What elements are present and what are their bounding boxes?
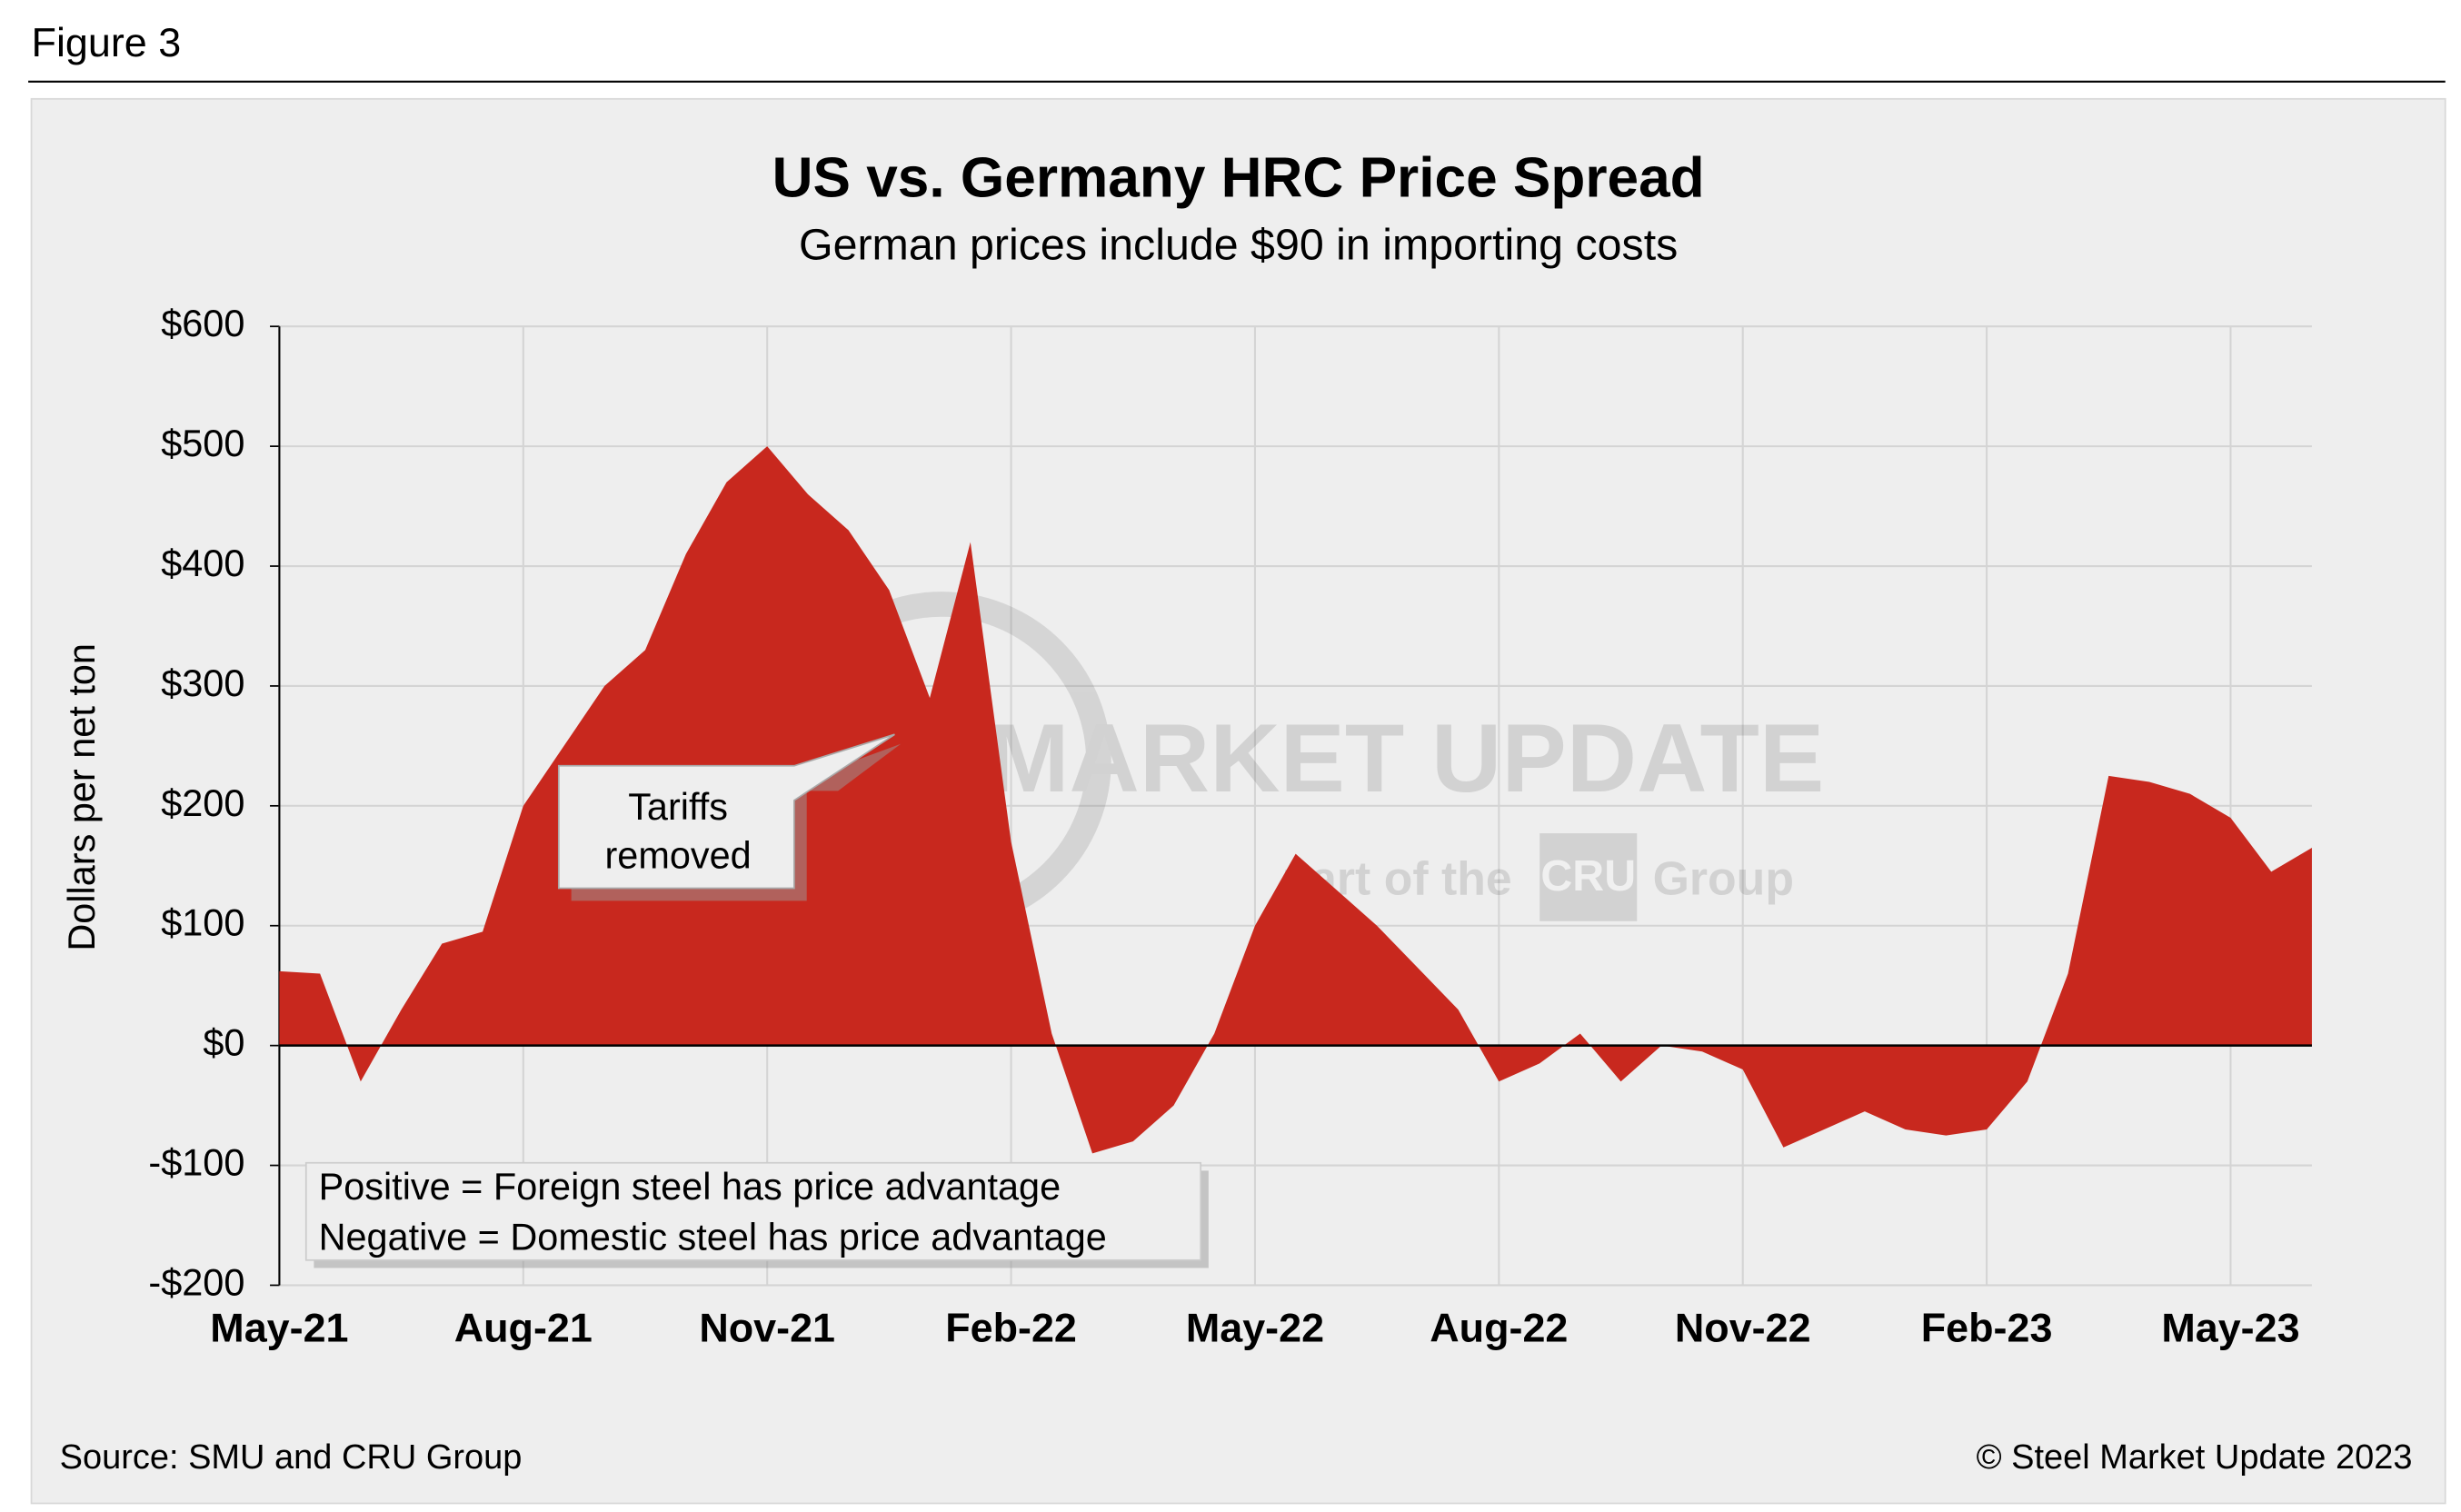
annotation-text: Tariffs (628, 785, 728, 828)
notes-box (304, 1161, 1202, 1261)
y-tick-label: $300 (161, 662, 244, 704)
source: Source: SMU and CRU Group (60, 1438, 523, 1477)
x-tick-label: Nov-21 (699, 1304, 835, 1350)
plot (279, 446, 2312, 1154)
x-tick-label: Feb-23 (1921, 1304, 2053, 1350)
y-axis-label: Dollars per net ton (60, 643, 103, 951)
note: Positive = Foreign steel has price advan… (319, 1165, 1061, 1208)
x-tick-label: May-23 (2161, 1304, 2299, 1350)
y-tick-label: $500 (161, 422, 244, 464)
annotation-text: removed (604, 834, 751, 877)
y-tick-label: $0 (203, 1021, 244, 1064)
x-tick-label: May-22 (1186, 1304, 1324, 1350)
notes: Positive = Foreign steel has price advan… (304, 1161, 1209, 1268)
figure-label: Figure 3 (32, 19, 182, 65)
chart-title: US vs. Germany HRC Price Spread (772, 147, 1705, 210)
note: Negative = Domestic steel has price adva… (319, 1215, 1107, 1258)
x-tick-label: Aug-22 (1430, 1304, 1568, 1350)
chart-panel (30, 97, 2446, 1505)
y-tick-label: $600 (161, 302, 244, 344)
y-tick-label: $100 (161, 901, 244, 944)
x-tick-label: Nov-22 (1675, 1304, 1811, 1350)
area (279, 446, 2312, 1154)
annotation-box (557, 733, 895, 890)
x-tick-label: Feb-22 (945, 1304, 1077, 1350)
y-tick-label: -$200 (148, 1260, 244, 1303)
watermark-text: CRU (1540, 851, 1636, 900)
x-tick-label: Aug-21 (454, 1304, 593, 1350)
copyright: © Steel Market Update 2023 (1977, 1438, 2413, 1477)
x-tick-label: May-21 (210, 1304, 348, 1350)
y-tick-label: $400 (161, 542, 244, 584)
chart-subtitle: German prices include $90 in importing c… (799, 221, 1678, 270)
watermark-logo (1539, 833, 1638, 921)
annotation: Tariffs removed (557, 733, 902, 901)
y-tick-label: $200 (161, 781, 244, 824)
y-tick-label: -$100 (148, 1140, 244, 1183)
watermark-text: Group (1653, 851, 1794, 904)
